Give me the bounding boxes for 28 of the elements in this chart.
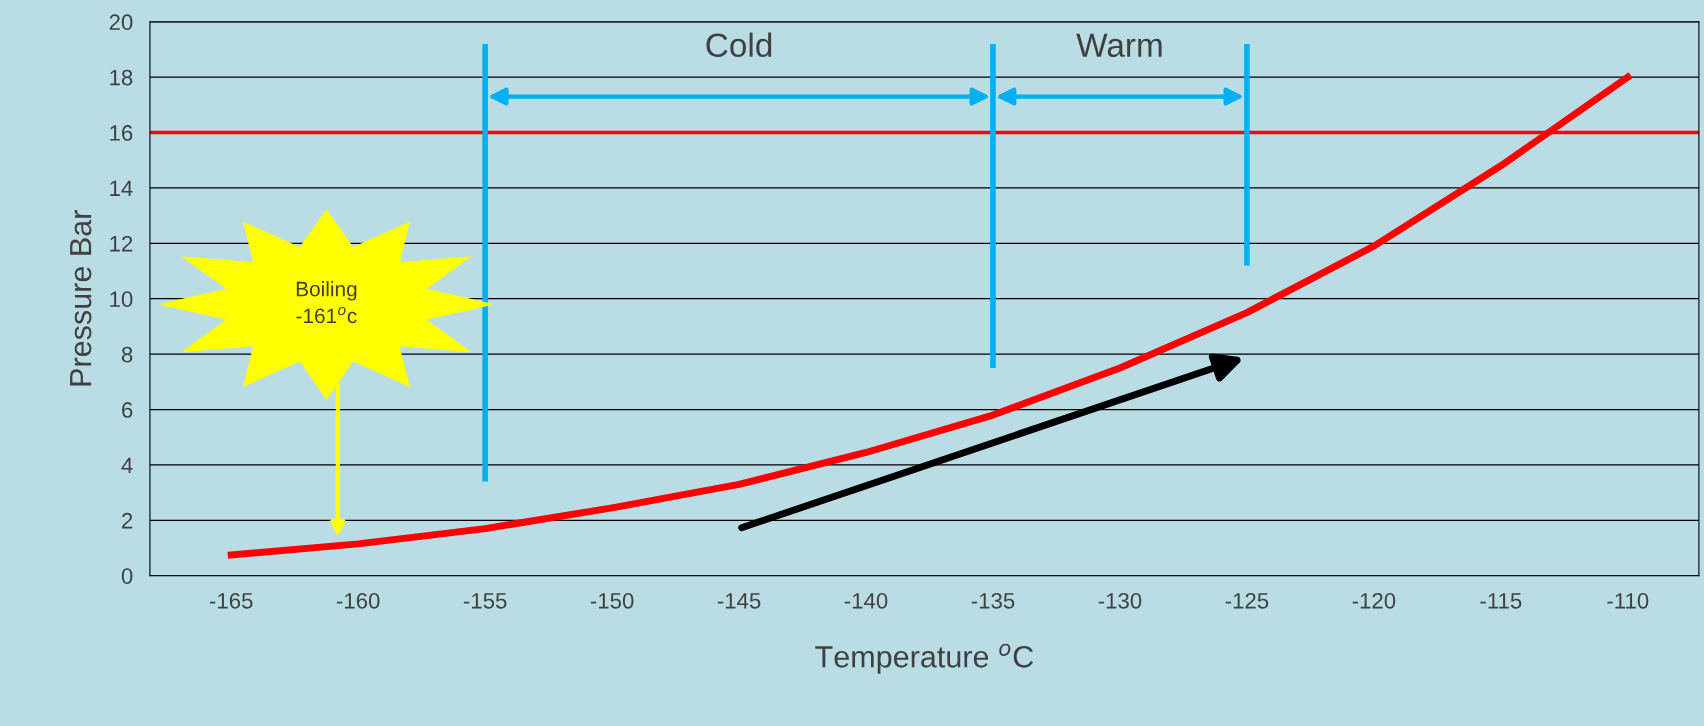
y-tick-label: 14	[110, 180, 133, 197]
x-tick-label: -155	[463, 593, 507, 609]
x-axis-title: Temperature $^{o}$C	[815, 643, 1034, 674]
y-axis-title: Pressure Bar	[70, 210, 92, 386]
x-tick-label: -150	[590, 592, 634, 609]
y-tick-label: 16	[110, 125, 133, 141]
y-tick-label: 8	[121, 346, 133, 363]
x-tick-label: -160	[336, 592, 380, 609]
y-tick-label: 12	[110, 235, 133, 252]
annotation: Cold	[706, 32, 772, 58]
annotation: Warm	[1076, 33, 1162, 58]
x-tick-label: -165	[209, 592, 253, 609]
x-tick-label: -130	[1098, 592, 1142, 609]
y-tick-label: 0	[121, 568, 133, 584]
x-tick-label: -120	[1352, 592, 1396, 609]
x-tick-label: -140	[844, 592, 888, 609]
x-tick-label: -135	[971, 592, 1015, 609]
y-tick-label: 10	[110, 291, 133, 308]
y-tick-label: 4	[121, 457, 133, 473]
x-tick-label: -125	[1225, 592, 1269, 609]
y-tick-label: 6	[122, 402, 133, 418]
y-tick-label: 18	[110, 69, 133, 86]
annotation: Boiling -161$^{o}$c	[296, 281, 357, 324]
y-tick-label: 20	[109, 14, 133, 31]
x-tick-label: -110	[1607, 592, 1649, 609]
x-tick-label: -145	[717, 593, 761, 609]
x-tick-label: -115	[1480, 593, 1522, 609]
y-tick-label: 2	[122, 512, 133, 529]
